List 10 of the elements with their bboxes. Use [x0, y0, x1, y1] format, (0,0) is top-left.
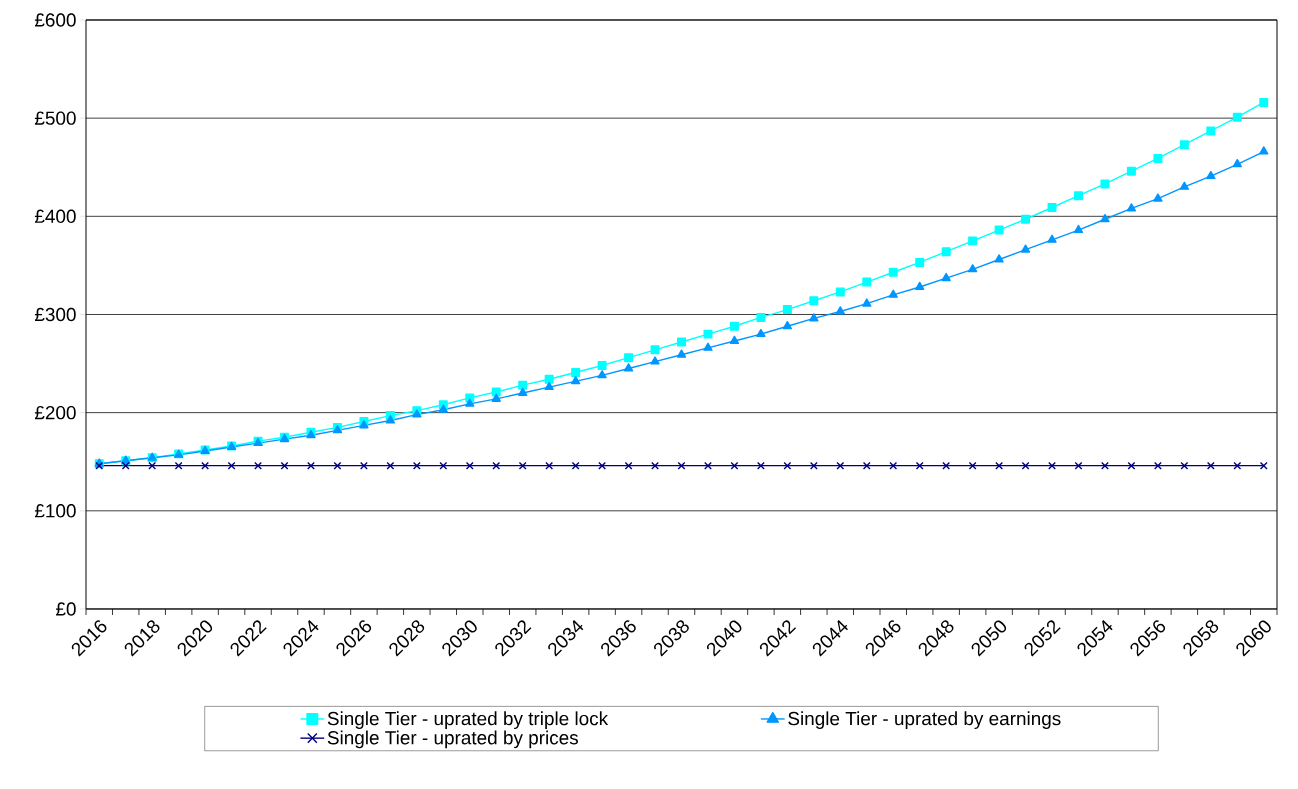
y-tick-label: £0 — [55, 602, 76, 616]
y-tick-label: £300 — [34, 307, 76, 322]
y-tick-label: £500 — [34, 111, 76, 125]
y-tick-label: £100 — [34, 504, 76, 518]
y-tick-label: £200 — [34, 405, 76, 420]
legend-label: Single Tier - uprated by earnings — [788, 711, 1061, 729]
legend-label: Single Tier - uprated by triple lock — [327, 711, 609, 729]
legend-label: Single Tier - uprated by prices — [327, 730, 578, 749]
y-tick-label: £400 — [34, 209, 76, 224]
y-tick-label: £600 — [34, 13, 76, 27]
